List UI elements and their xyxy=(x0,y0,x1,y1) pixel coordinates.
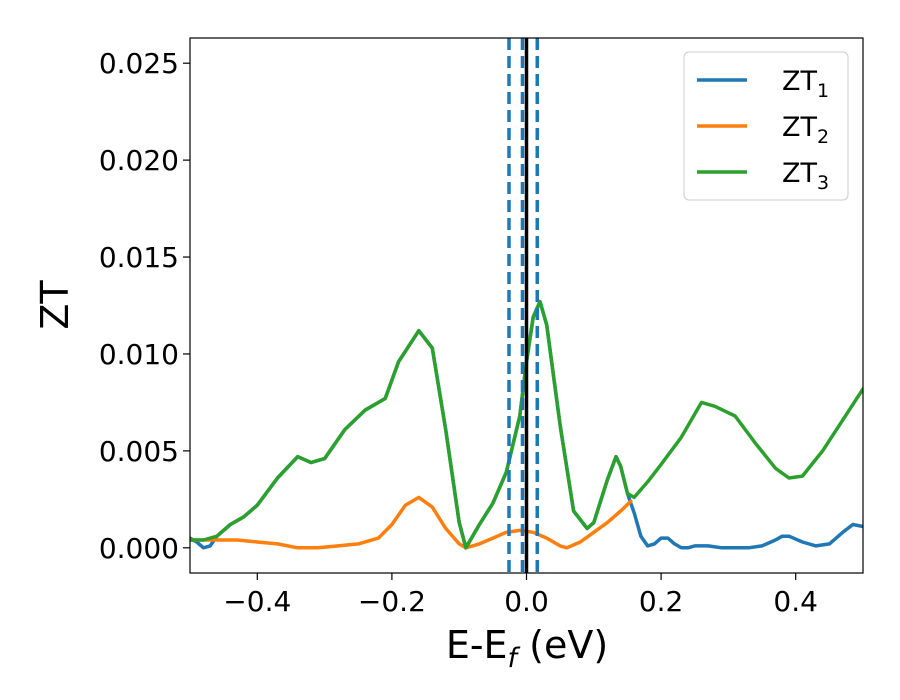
x-axis-label: E-Ef (eV) xyxy=(446,623,608,674)
y-tick-label: 0.010 xyxy=(99,338,179,371)
y-tick-label: 0.020 xyxy=(99,144,179,177)
legend-label-zt3: ZT3 xyxy=(782,158,829,194)
x-tick-label: 0.2 xyxy=(639,585,684,618)
series-line-zt3 xyxy=(190,299,863,550)
legend-box xyxy=(683,51,849,201)
y-tick-label: 0.000 xyxy=(99,532,179,565)
y-tick-label: 0.005 xyxy=(99,435,179,468)
x-tick-label: −0.2 xyxy=(358,585,426,618)
y-tick-label: 0.015 xyxy=(99,241,179,274)
y-tick-label: 0.025 xyxy=(99,47,179,80)
legend-label-zt1: ZT1 xyxy=(782,66,829,102)
x-tick-label: 0.0 xyxy=(504,585,549,618)
legend: ZT1 ZT2 ZT3 xyxy=(683,51,849,201)
x-axis-label-unit: (eV) xyxy=(517,623,608,667)
x-tick-label: −0.4 xyxy=(223,585,291,618)
legend-label-zt2: ZT2 xyxy=(782,112,829,148)
y-axis-label: ZT xyxy=(33,280,77,330)
x-tick-label: 0.4 xyxy=(773,585,818,618)
series-line-zt2 xyxy=(190,495,633,550)
